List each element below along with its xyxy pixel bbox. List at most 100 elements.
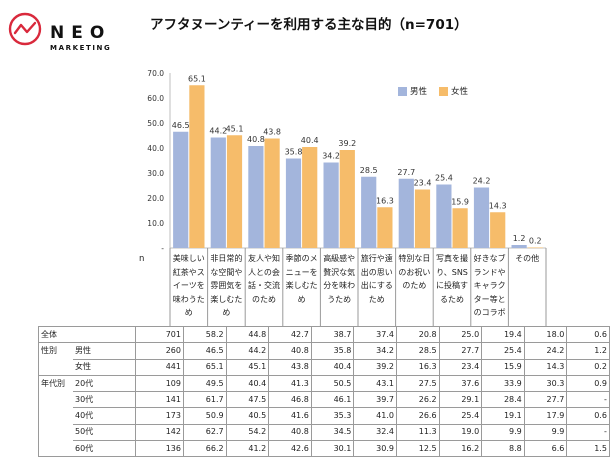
table-cell: 14.3 [523,358,568,376]
row-n: 109 [135,374,184,393]
row-group: 全体 [38,325,73,344]
y-tick-label: 30.0 [147,169,164,178]
category-label-line: 人との会 [248,267,280,277]
legend: 男性 女性 [398,85,468,97]
data-label: 25.4 [435,174,453,183]
table-cell: 34.5 [310,423,355,442]
row-label: 女性 [73,358,136,376]
data-label: 24.2 [473,177,491,186]
data-label: 0.2 [529,237,542,246]
data-label: 43.8 [263,128,281,137]
table-cell: 0.9 [566,374,610,393]
table-cell: 32.4 [353,423,397,442]
row-label: 50代 [73,423,136,442]
table-cell: 40.4 [310,358,355,376]
table-cell: 54.2 [225,423,270,442]
table-cell: 65.1 [183,358,227,376]
table-cell: 41.3 [268,374,312,393]
data-label: 46.5 [172,121,190,130]
row-label: 男性 [73,342,136,360]
category-label-line: 出の思い [360,267,393,277]
row-label: 30代 [73,391,136,409]
category-label-line: のため [402,281,427,290]
category-label-line: その他 [515,254,540,263]
category-label-line: 友人や知 [247,254,280,263]
category-label-line: 美味しい [172,254,205,263]
category-label-line: のため [251,294,276,304]
data-label: 23.4 [414,179,432,188]
table-cell: 12.5 [395,440,440,457]
data-label: 34.2 [322,152,340,161]
table-cell: 18.0 [523,325,568,344]
category-label-line: に投稿す [435,281,468,290]
table-cell: 19.1 [481,407,525,425]
table-cell: 39.2 [353,358,397,376]
data-label: 15.9 [451,197,469,206]
category-label-line: 雰囲気を [210,281,243,290]
table-cell: 40.4 [225,374,270,393]
category-label-line: るため [439,294,464,304]
table-cell: 41.0 [353,407,397,425]
category-label-line: ため [368,294,385,304]
table-cell: 61.7 [183,391,227,409]
row-group [38,424,73,441]
bar-male [436,184,452,248]
data-label: 27.7 [397,168,415,177]
table-cell: - [566,391,610,409]
category-label-line: 楽しむた [285,281,318,290]
category-label-line: 写真を撮 [435,254,468,263]
table-cell: 46.8 [268,391,312,409]
table-cell: 26.2 [395,391,440,409]
table-cell: 43.1 [353,374,397,393]
row-n: 173 [135,407,184,425]
y-tick-label: 40.0 [147,144,164,153]
category-label: その他 [508,252,546,266]
category-label-line: 季節のメ [285,254,318,263]
category-label-line: 好きなブ [473,254,506,263]
table-cell: 30.9 [353,440,397,457]
bar-male [361,176,377,248]
table-cell: 37.6 [438,374,483,393]
bar-male [473,187,490,248]
category-label: 写真を撮 り、SNS に投稿す るため [433,252,471,306]
bar-female [189,85,205,248]
y-tick-label: 70.0 [147,69,164,78]
table-cell: 50.9 [183,407,227,425]
category-label: 旅行や遠 出の思い 出にする ため [358,252,396,306]
chart-title: アフタヌーンティーを利用する主な目的（n=701） [150,17,468,33]
table-cell: 9.9 [523,423,568,442]
legend-item-female: 女性 [439,85,468,97]
table-cell: 44.8 [225,325,270,344]
data-label: 65.1 [188,74,206,83]
row-n: 142 [135,423,184,442]
table-cell: 46.1 [310,391,355,409]
table-cell: 41.6 [268,407,312,425]
category-label-line: キャラク [473,281,506,290]
table-cell: 1.5 [566,440,610,457]
category-label-line: め [297,294,306,304]
bar-male [398,178,414,248]
data-label: 40.4 [301,136,319,145]
bar-male [210,137,226,248]
bar-female [339,150,355,248]
row-label: 60代 [73,440,136,457]
table-cell: 19.0 [438,423,483,442]
table-cell: 25.0 [438,325,483,344]
category-label-line: 楽しむた [210,294,243,304]
category-label-line: ター等と [473,294,506,304]
table-row: 女性 441 65.1 45.1 43.8 40.4 39.2 16.3 23.4 15.9 14.… [38,358,610,376]
category-label-line: 出にする [360,281,393,290]
table-cell: 34.2 [353,342,397,360]
table-cell: 62.7 [183,423,227,442]
row-n: 701 [135,325,184,344]
table-cell: 27.5 [395,374,440,393]
bar-female [490,212,506,248]
table-cell: 42.7 [268,325,312,344]
legend-item-male: 男性 [398,85,427,97]
brand-name: NEO [50,23,112,43]
bar-female [452,208,468,248]
table-cell: 33.9 [481,374,525,393]
table-cell: 0.6 [566,407,610,425]
brand-sub: MARKETING [50,44,112,52]
table-cell: 40.8 [268,423,312,442]
